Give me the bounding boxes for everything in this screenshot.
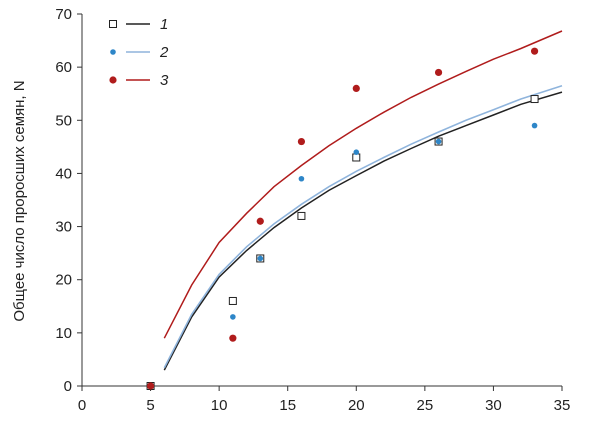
y-tick-label: 50	[55, 112, 72, 129]
x-tick-label: 0	[78, 397, 86, 414]
legend-label-series-2: 2	[159, 44, 169, 61]
data-point-series-1	[228, 296, 237, 305]
fit-lines	[163, 30, 563, 371]
data-point-series-1	[352, 153, 361, 162]
legend-label-series-1: 1	[160, 16, 168, 33]
y-tick-label: 60	[55, 59, 72, 76]
y-tick-label: 70	[55, 6, 72, 23]
x-tick-label: 35	[554, 397, 571, 414]
data-point-series-2	[298, 175, 305, 182]
data-point-series-3	[297, 137, 306, 146]
tick-marks	[77, 13, 563, 391]
y-tick-label: 40	[55, 165, 72, 182]
x-tick-label: 15	[279, 397, 296, 414]
legend-marker-series-2	[110, 49, 116, 55]
x-tick-label: 25	[417, 397, 434, 414]
data-point-series-3	[146, 382, 155, 390]
x-tick-label: 20	[348, 397, 365, 414]
y-tick-label: 0	[64, 378, 72, 395]
data-point-series-3	[256, 217, 264, 225]
data-point-series-3	[530, 47, 539, 55]
data-point-series-1	[297, 211, 306, 220]
legend-label-series-3: 3	[160, 72, 169, 89]
data-point-series-2	[230, 314, 236, 320]
fit-line-series-1	[163, 91, 563, 371]
axes	[81, 14, 562, 387]
data-points	[146, 47, 539, 390]
y-tick-label: 10	[55, 325, 72, 342]
x-tick-label: 5	[146, 397, 154, 414]
data-point-series-1	[530, 95, 539, 104]
y-axis-title: Общее число проросших семян, N	[11, 80, 28, 321]
y-tick-label: 30	[55, 219, 72, 236]
legend: 1 2 3	[109, 16, 169, 89]
fit-line-series-2	[163, 84, 563, 369]
x-tick-label: 30	[485, 397, 502, 414]
x-tick-label: 10	[211, 397, 228, 414]
data-point-series-3	[229, 334, 237, 342]
tick-labels: 0 5 10 15 20 25 30 35 0 10 20 30 40 50 60 70	[55, 6, 570, 414]
data-point-series-2	[353, 149, 360, 155]
fit-line-series-3	[163, 30, 563, 339]
data-point-series-2	[257, 255, 264, 262]
data-point-series-3	[352, 84, 360, 92]
y-tick-label: 20	[55, 272, 72, 289]
data-point-series-2	[531, 122, 538, 129]
legend-marker-series-3	[109, 76, 117, 84]
data-point-series-2	[435, 138, 442, 145]
legend-marker-series-1	[109, 20, 117, 28]
data-point-series-3	[434, 68, 443, 77]
